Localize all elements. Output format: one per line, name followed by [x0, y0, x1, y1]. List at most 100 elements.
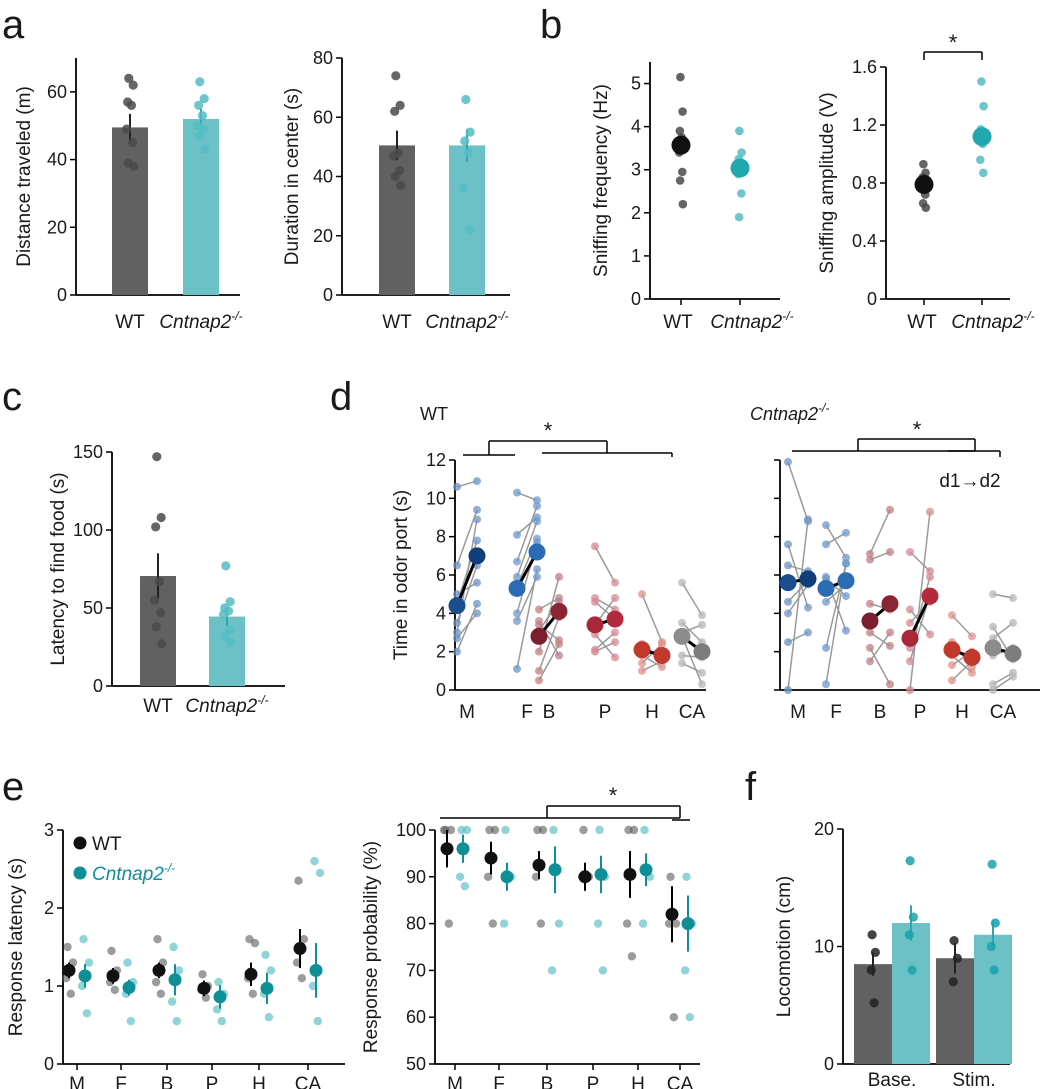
mean-point-wt [532, 858, 546, 872]
data-point [611, 628, 619, 637]
x-tick-label: M [790, 702, 806, 723]
data-point [453, 647, 461, 656]
mean-point-ko [122, 981, 136, 995]
significance-star: * [913, 417, 922, 442]
data-point-wt [446, 825, 456, 835]
mean-point-d2 [963, 648, 981, 666]
annotation-d1-d2: d1→d2 [939, 471, 1000, 492]
legend-label-cntnap2: Cntnap2-/- [92, 861, 175, 885]
data-point-ko [84, 958, 94, 967]
data-point-ko [547, 966, 557, 975]
y-tick-label: 1.6 [852, 57, 877, 77]
y-tick-label: 80 [313, 48, 333, 68]
data-point [555, 594, 563, 602]
data-point [989, 590, 997, 599]
data-point-wt [299, 935, 309, 944]
y-tick-label: 50 [406, 1054, 426, 1074]
y-tick-label: 1.2 [852, 115, 877, 135]
data-point [822, 597, 830, 606]
group-label-base: Cntnap2 [951, 312, 1023, 333]
data-point-wt [110, 985, 120, 995]
paired-line [869, 631, 891, 647]
data-point-wt [444, 919, 454, 928]
data-point [513, 572, 521, 581]
data-point [886, 548, 894, 556]
data-point-wt [490, 825, 500, 835]
data-point [698, 611, 706, 620]
data-point-ko [315, 868, 325, 878]
x-tick-label: B [541, 1074, 554, 1089]
data-point [591, 597, 599, 606]
data-point [842, 559, 850, 568]
data-point-ko [126, 1016, 136, 1026]
mean-point-d1 [633, 641, 651, 659]
data-point [698, 680, 706, 689]
data-point [952, 953, 962, 963]
mean-point [730, 158, 750, 178]
data-point [638, 659, 646, 668]
paired-line [594, 545, 616, 584]
mean-point-wt [244, 967, 258, 981]
data-point [678, 107, 687, 116]
data-point-wt [627, 952, 637, 961]
group-label-superscript: -/- [231, 309, 242, 323]
data-point-ko [682, 872, 691, 881]
mean-point-d1 [817, 579, 835, 597]
data-point [535, 647, 543, 656]
bar [974, 934, 1012, 1064]
data-point [473, 609, 481, 618]
data-point [926, 630, 934, 639]
x-tick-label-cntnap2: Cntnap2-/- [425, 309, 508, 333]
mean-point-ko [260, 981, 274, 995]
mean-point-wt [623, 867, 637, 881]
x-tick-label: Stim. [952, 1070, 995, 1089]
data-point [473, 536, 481, 545]
x-tick-label-cntnap2: Cntnap2-/- [710, 309, 793, 333]
y-tick-label: 0 [44, 1054, 54, 1074]
data-point-ko [680, 966, 690, 975]
paired-line [516, 576, 538, 622]
x-tick-label: M [447, 1074, 463, 1089]
data-point [804, 515, 812, 524]
data-point [513, 664, 521, 673]
paired-line [681, 636, 703, 685]
chart-subtitle-wt: WT [420, 404, 448, 424]
data-point-ko [167, 997, 177, 1006]
mean-point-d2 [528, 543, 546, 561]
data-point [698, 668, 706, 677]
data-point [611, 653, 619, 662]
y-tick-label: 10 [426, 488, 446, 508]
y-axis-label: Duration in center (s) [282, 88, 303, 265]
data-point [886, 628, 894, 637]
mean-point [914, 174, 934, 194]
mean-point-d2 [799, 570, 817, 588]
data-point [784, 457, 792, 466]
mean-point-wt [578, 870, 592, 884]
x-tick-label-cntnap2: Cntnap2-/- [159, 309, 242, 333]
y-tick-label: 3 [44, 820, 54, 840]
data-point [866, 549, 874, 558]
data-point [391, 71, 401, 81]
data-point [989, 680, 997, 689]
data-point [676, 72, 685, 82]
data-point [921, 203, 931, 212]
data-point [926, 567, 934, 576]
data-point [906, 618, 914, 627]
data-point-ko [214, 977, 223, 987]
mean-point-ko [78, 969, 92, 983]
x-tick-label: F [830, 702, 842, 723]
data-point [465, 225, 475, 235]
data-point [453, 561, 461, 570]
paired-line [992, 622, 1014, 639]
group-label-superscript: -/- [1023, 309, 1034, 323]
data-point [124, 73, 134, 83]
y-tick-label: 80 [406, 914, 426, 934]
y-tick-label: 5 [631, 74, 641, 94]
data-point [463, 148, 474, 158]
data-point [199, 124, 209, 134]
data-point [453, 628, 461, 637]
data-point [906, 605, 914, 614]
data-point [842, 592, 850, 601]
data-point [906, 657, 914, 666]
data-point [990, 918, 1000, 928]
